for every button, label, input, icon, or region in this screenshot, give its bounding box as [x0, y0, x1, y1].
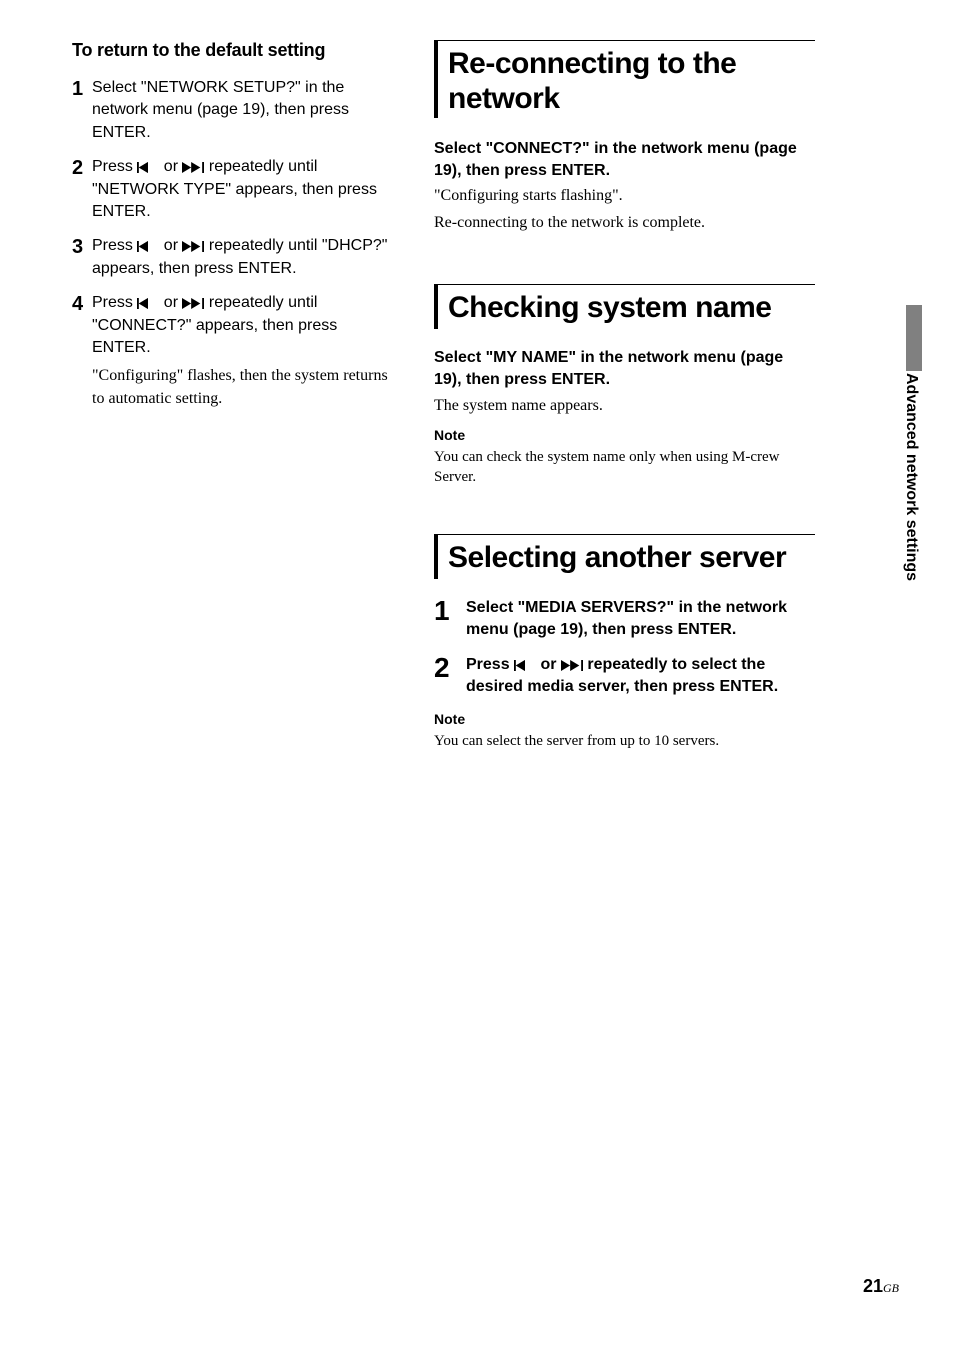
step-prefix: Press — [92, 294, 137, 311]
step-prefix: Press — [466, 656, 514, 673]
step-mid: or — [159, 294, 182, 311]
server-step-1: 1 Select "MEDIA SERVERS?" in the network… — [434, 597, 815, 642]
step-text: Select "MEDIA SERVERS?" in the network m… — [466, 597, 815, 642]
step-mid: or — [159, 237, 182, 254]
side-label: Advanced network settings — [902, 373, 920, 581]
note-body: You can check the system name only when … — [434, 447, 815, 488]
step-prefix: Press — [92, 237, 137, 254]
step-number: 1 — [434, 597, 466, 642]
step-mid: or — [536, 656, 561, 673]
step-mid: or — [159, 158, 182, 175]
prev-track-icon — [137, 241, 159, 252]
step-number: 2 — [434, 654, 466, 699]
step-detail: "Configuring" flashes, then the system r… — [92, 365, 400, 410]
next-track-icon — [182, 241, 204, 252]
page-suffix: GB — [883, 1281, 899, 1295]
body-text: "Configuring starts flashing". — [434, 185, 815, 207]
step-text: Press or repeatedly until "NETWORK TYPE"… — [92, 156, 400, 223]
page-number: 21GB — [863, 1276, 899, 1297]
step-number: 2 — [72, 156, 92, 223]
left-column: To return to the default setting 1 Selec… — [0, 40, 420, 751]
next-track-icon — [561, 660, 583, 671]
default-setting-heading: To return to the default setting — [72, 40, 400, 61]
note-heading: Note — [434, 427, 815, 443]
step-text: Press or repeatedly until "CONNECT?" app… — [92, 292, 400, 359]
instruction: Select "MY NAME" in the network menu (pa… — [434, 347, 815, 390]
next-track-icon — [182, 162, 204, 173]
side-tab: Advanced network settings — [882, 305, 902, 605]
side-tab-bar — [906, 305, 922, 371]
reconnecting-heading: Re-connecting to the network — [434, 40, 815, 118]
next-track-icon — [182, 298, 204, 309]
step-2: 2 Press or repeatedly until "NETWORK TYP… — [72, 156, 400, 223]
checking-name-heading: Checking system name — [434, 284, 815, 330]
step-number: 4 — [72, 292, 92, 410]
server-step-2: 2 Press or repeatedly to select the desi… — [434, 654, 815, 699]
note-heading: Note — [434, 711, 815, 727]
instruction: Select "CONNECT?" in the network menu (p… — [434, 138, 815, 181]
step-number: 3 — [72, 235, 92, 280]
step-number: 1 — [72, 77, 92, 144]
step-4: 4 Press or repeatedly until "CONNECT?" a… — [72, 292, 400, 410]
selecting-server-heading: Selecting another server — [434, 534, 815, 580]
prev-track-icon — [137, 162, 159, 173]
body-text: Re-connecting to the network is complete… — [434, 212, 815, 234]
note-body: You can select the server from up to 10 … — [434, 731, 815, 751]
step-text: Press or repeatedly until "DHCP?" appear… — [92, 235, 400, 280]
body-text: The system name appears. — [434, 395, 815, 417]
right-column: Re-connecting to the network Select "CON… — [420, 40, 830, 751]
step-text: Select "NETWORK SETUP?" in the network m… — [92, 77, 400, 144]
step-3: 3 Press or repeatedly until "DHCP?" appe… — [72, 235, 400, 280]
step-prefix: Press — [92, 158, 137, 175]
step-content: Press or repeatedly until "CONNECT?" app… — [92, 292, 400, 410]
page-number-value: 21 — [863, 1276, 883, 1296]
step-text: Press or repeatedly to select the desire… — [466, 654, 815, 699]
prev-track-icon — [514, 660, 536, 671]
step-1: 1 Select "NETWORK SETUP?" in the network… — [72, 77, 400, 144]
prev-track-icon — [137, 298, 159, 309]
